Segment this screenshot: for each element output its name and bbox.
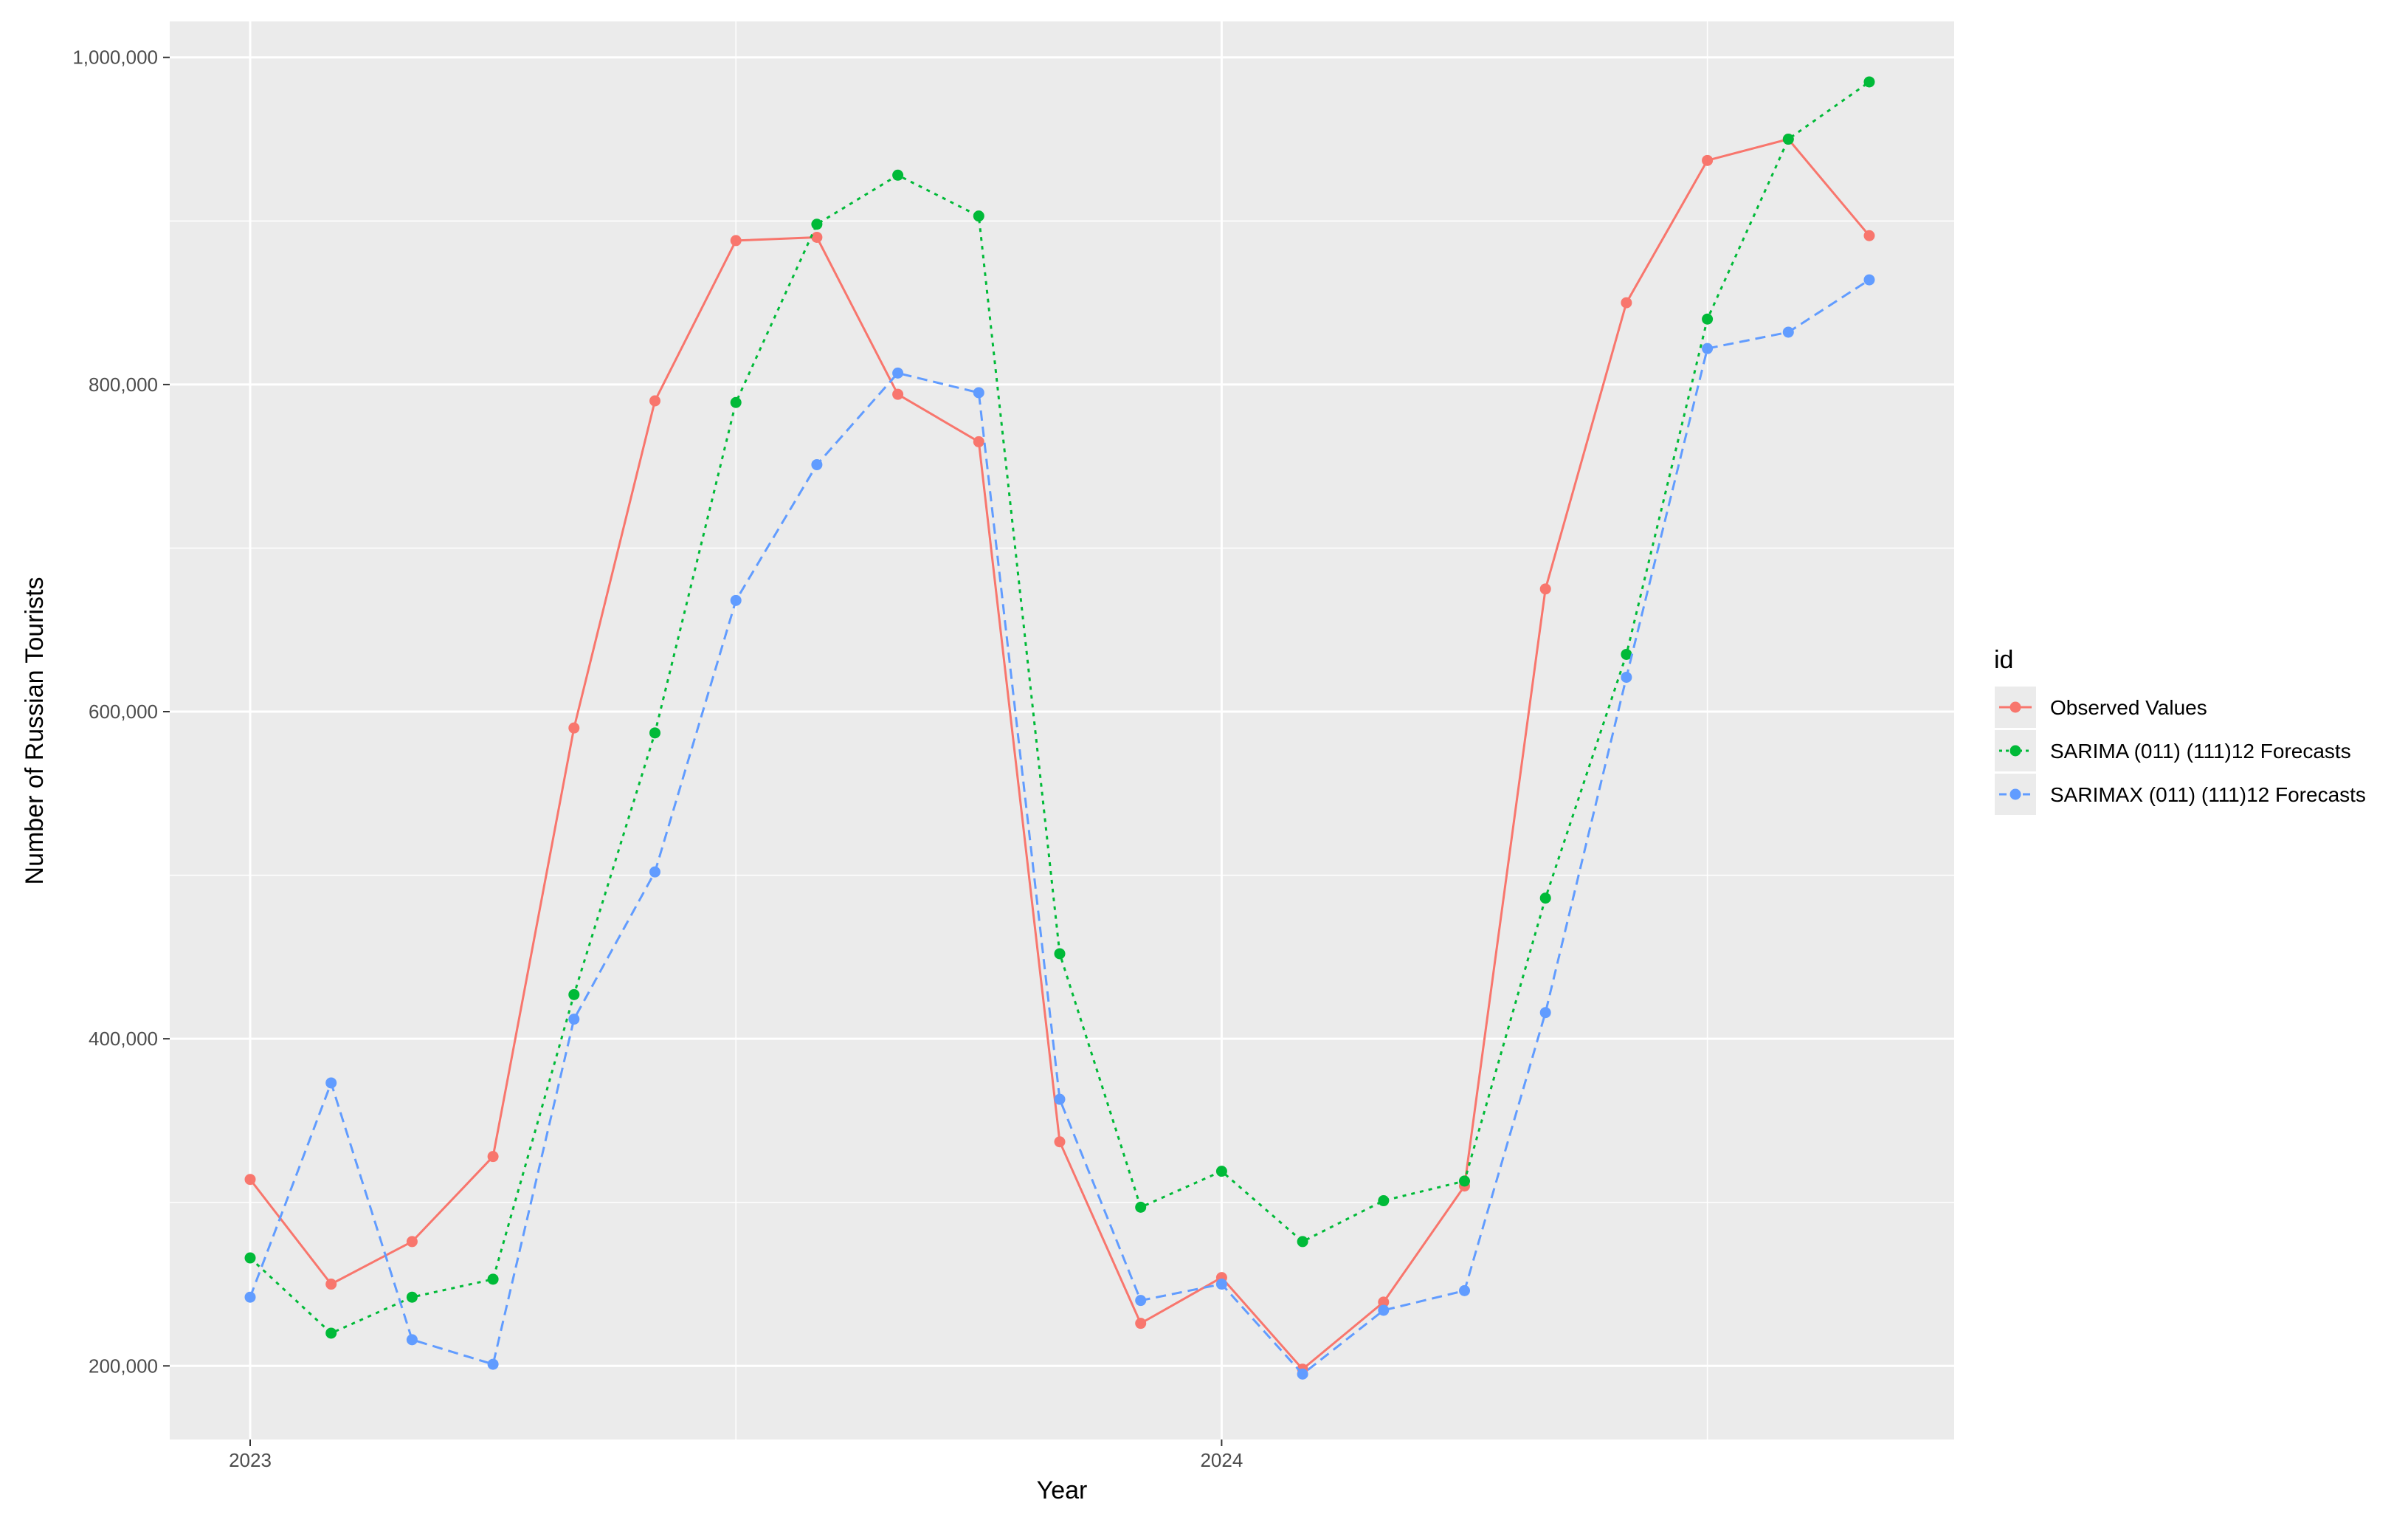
data-point bbox=[1297, 1368, 1308, 1380]
data-point bbox=[1378, 1304, 1390, 1316]
data-point bbox=[325, 1327, 337, 1339]
data-point bbox=[1782, 134, 1794, 145]
series-sarima-011-111-12-forecasts bbox=[244, 76, 1875, 1339]
data-point bbox=[487, 1358, 499, 1370]
series-line bbox=[249, 278, 1870, 1375]
data-point bbox=[1863, 230, 1875, 241]
data-point bbox=[811, 219, 823, 230]
data-point bbox=[1621, 297, 1632, 309]
data-point bbox=[406, 1334, 418, 1346]
data-point bbox=[1539, 892, 1551, 904]
legend-key-point bbox=[2009, 788, 2021, 800]
data-point bbox=[406, 1236, 418, 1248]
data-point bbox=[811, 458, 823, 470]
data-point bbox=[1054, 948, 1066, 960]
data-point bbox=[892, 169, 904, 181]
minor-gridlines bbox=[170, 21, 1954, 1439]
legend-key-point bbox=[2009, 701, 2021, 713]
plot-panel bbox=[170, 21, 1954, 1439]
y-axis: 200,000 400,000 600,000 800,000 1,000,000 bbox=[72, 47, 170, 1377]
data-point bbox=[1135, 1295, 1147, 1307]
series-layer bbox=[244, 76, 1875, 1380]
data-point bbox=[1621, 671, 1632, 683]
data-point bbox=[811, 231, 823, 243]
data-point bbox=[1863, 274, 1875, 286]
data-point bbox=[487, 1151, 499, 1163]
data-point bbox=[1702, 313, 1714, 325]
data-point bbox=[1378, 1195, 1390, 1207]
y-tick-label: 200,000 bbox=[89, 1355, 158, 1377]
data-point bbox=[1702, 154, 1714, 166]
legend-item-sarimax-011-111-12-forecasts: SARIMAX (011) (111)12 Forecasts bbox=[1995, 774, 2366, 815]
data-point bbox=[487, 1273, 499, 1285]
data-point bbox=[1702, 343, 1714, 354]
data-point bbox=[1054, 1093, 1066, 1105]
data-point bbox=[244, 1252, 256, 1264]
y-tick-label: 1,000,000 bbox=[72, 47, 158, 69]
x-tick-label: 2024 bbox=[1200, 1449, 1243, 1471]
y-axis-title: Number of Russian Tourists bbox=[21, 577, 49, 885]
y-tick-label: 600,000 bbox=[89, 701, 158, 723]
data-point bbox=[1054, 1136, 1066, 1148]
legend-key-point bbox=[2009, 745, 2021, 757]
data-point bbox=[1459, 1284, 1470, 1296]
legend-item-sarima-011-111-12-forecasts: SARIMA (011) (111)12 Forecasts bbox=[1995, 730, 2351, 771]
data-point bbox=[1863, 76, 1875, 88]
legend-item-observed-values: Observed Values bbox=[1995, 687, 2207, 728]
x-axis-title: Year bbox=[1037, 1476, 1088, 1504]
data-point bbox=[1135, 1201, 1147, 1213]
y-tick-label: 400,000 bbox=[89, 1028, 158, 1050]
data-point bbox=[1459, 1175, 1470, 1187]
data-point bbox=[1135, 1318, 1147, 1329]
data-point bbox=[244, 1174, 256, 1186]
data-point bbox=[973, 436, 984, 447]
data-point bbox=[1621, 648, 1632, 660]
data-point bbox=[568, 1014, 580, 1025]
legend-label: Observed Values bbox=[2050, 696, 2207, 719]
data-point bbox=[649, 395, 660, 407]
data-point bbox=[973, 387, 984, 399]
data-point bbox=[1215, 1166, 1227, 1177]
data-point bbox=[649, 866, 660, 878]
data-point bbox=[1378, 1296, 1390, 1308]
data-point bbox=[1297, 1236, 1308, 1248]
data-point bbox=[649, 727, 660, 739]
y-tick-label: 800,000 bbox=[89, 374, 158, 396]
x-tick-label: 2023 bbox=[229, 1449, 272, 1471]
data-point bbox=[730, 396, 742, 408]
data-point bbox=[1539, 1007, 1551, 1019]
data-point bbox=[1539, 583, 1551, 595]
data-point bbox=[892, 367, 904, 379]
legend-title: id bbox=[1994, 646, 2013, 674]
legend-label: SARIMAX (011) (111)12 Forecasts bbox=[2050, 783, 2366, 806]
data-point bbox=[892, 388, 904, 400]
legend: id Observed Values SARIMA (011) (111)12 F… bbox=[1994, 646, 2366, 815]
data-point bbox=[730, 235, 742, 247]
data-point bbox=[406, 1291, 418, 1303]
legend-label: SARIMA (011) (111)12 Forecasts bbox=[2050, 740, 2351, 763]
major-gridlines bbox=[170, 21, 1954, 1439]
data-point bbox=[325, 1279, 337, 1290]
data-point bbox=[973, 210, 984, 222]
data-point bbox=[730, 594, 742, 606]
data-point bbox=[1215, 1279, 1227, 1290]
data-point bbox=[1782, 326, 1794, 338]
x-axis: 2023 2024 bbox=[229, 1439, 1243, 1471]
data-point bbox=[244, 1291, 256, 1303]
data-point bbox=[325, 1077, 337, 1089]
series-sarimax-011-111-12-forecasts bbox=[244, 274, 1875, 1380]
data-point bbox=[568, 988, 580, 1000]
data-point bbox=[568, 722, 580, 734]
